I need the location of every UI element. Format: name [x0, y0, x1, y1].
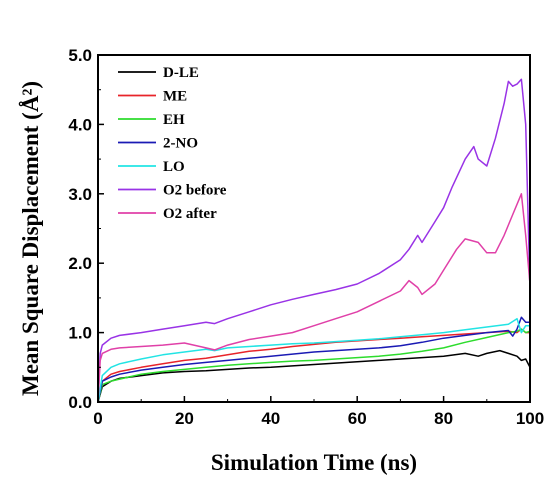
series-line-o2-before	[97, 78, 531, 403]
x-tick-label: 20	[175, 409, 194, 428]
plot-frame	[97, 54, 531, 403]
legend-label: 2-NO	[163, 136, 198, 152]
legend-label: EH	[163, 112, 185, 128]
x-tick-label: 40	[261, 409, 280, 428]
y-tick-label: 4.0	[68, 115, 92, 134]
legend-label: ME	[163, 89, 187, 105]
y-axis-title: Mean Square Displacement (Å²)	[18, 81, 43, 396]
x-tick-label: 80	[434, 409, 453, 428]
y-tick-label: 2.0	[68, 254, 92, 273]
legend: D-LE ME EH 2-NO LO O2 before O2 after	[118, 65, 227, 222]
legend-label: O2 after	[163, 206, 217, 222]
series-line-o2-after	[97, 193, 531, 403]
y-tick-label: 0.0	[68, 393, 92, 412]
series-line-lo	[97, 317, 530, 403]
series-line-d-le	[97, 349, 531, 403]
legend-label: D-LE	[163, 65, 199, 81]
x-tick-label: 0	[93, 409, 102, 428]
y-tick-label: 3.0	[68, 185, 92, 204]
legend-label: O2 before	[163, 183, 227, 199]
y-tick-label: 5.0	[68, 46, 92, 65]
series-line-me	[97, 328, 530, 403]
legend-label: LO	[163, 159, 185, 175]
y-tick-label: 1.0	[68, 324, 92, 343]
x-tick-label: 100	[516, 409, 544, 428]
series-line-eh	[97, 328, 531, 403]
x-tick-label: 60	[348, 409, 367, 428]
series-line-2-no	[97, 316, 530, 403]
x-axis-title: Simulation Time (ns)	[211, 450, 417, 475]
